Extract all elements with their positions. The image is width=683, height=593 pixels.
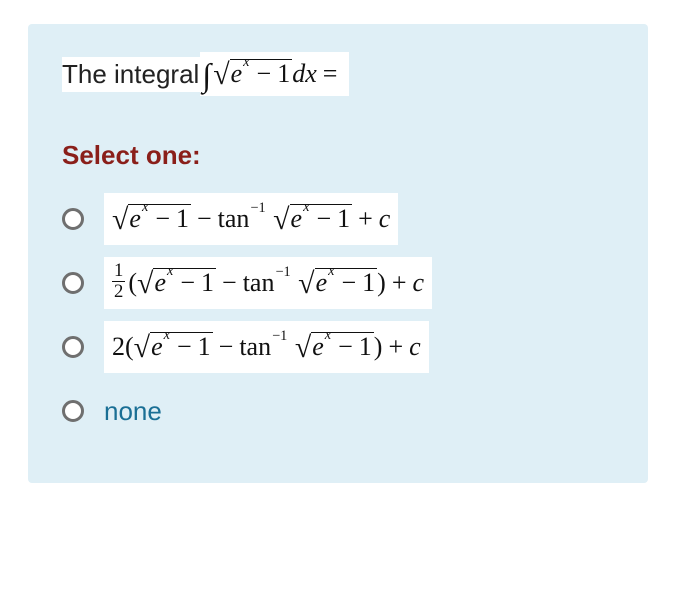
option-c-content: 2 ( √ e x − 1 − tan −1 √ e — [104, 321, 429, 373]
exp-x: x — [243, 55, 249, 71]
e: e — [291, 205, 303, 234]
option-d[interactable]: none — [62, 379, 614, 443]
e: e — [312, 333, 324, 362]
c: c — [413, 268, 425, 298]
minus: − — [219, 332, 234, 362]
option-b-math: 1 2 ( √ e x − 1 − tan −1 — [112, 263, 424, 302]
tan: tan — [239, 332, 271, 362]
equals: = — [323, 59, 338, 89]
rparen: ) — [374, 332, 383, 362]
x: x — [303, 200, 309, 216]
one: 1 — [201, 269, 214, 298]
minus: − — [338, 333, 353, 362]
minus: − — [155, 205, 170, 234]
stem-math: ∫ √ e x − 1 d x = — [200, 52, 349, 96]
canvas: The integral ∫ √ e x − 1 d x — [0, 0, 683, 593]
minus: − — [316, 205, 331, 234]
var-e: e — [231, 60, 243, 89]
neg1: −1 — [275, 264, 290, 281]
minus: − — [177, 333, 192, 362]
dx-d: d — [292, 59, 305, 89]
integral-expression: ∫ √ e x − 1 d x = — [202, 56, 343, 93]
tan: tan — [243, 268, 275, 298]
rparen: ) — [377, 268, 386, 298]
neg1: −1 — [272, 328, 287, 345]
minus: − — [180, 269, 195, 298]
x: x — [167, 264, 173, 280]
radio-a[interactable] — [62, 208, 84, 230]
minus: − — [222, 268, 237, 298]
option-d-label: none — [104, 396, 162, 427]
plus: + — [388, 332, 403, 362]
option-a-content: √ e x − 1 − tan −1 √ e x − — [104, 193, 398, 245]
minus: − — [197, 204, 212, 234]
e: e — [151, 333, 163, 362]
question-card: The integral ∫ √ e x − 1 d x — [28, 24, 648, 483]
plus: + — [392, 268, 407, 298]
option-a-math: √ e x − 1 − tan −1 √ e x − — [112, 204, 390, 234]
question-stem: The integral ∫ √ e x − 1 d x — [62, 52, 614, 96]
e: e — [316, 269, 328, 298]
dx-x: x — [305, 59, 317, 89]
lparen: ( — [128, 268, 137, 298]
one-half-icon: 1 2 — [112, 262, 125, 301]
neg1: −1 — [250, 200, 265, 217]
one: 1 — [359, 333, 372, 362]
radio-b[interactable] — [62, 272, 84, 294]
c: c — [409, 332, 421, 362]
e: e — [154, 269, 166, 298]
radical-sign-icon: √ — [213, 60, 229, 90]
integral-sign-icon: ∫ — [202, 58, 211, 95]
option-a[interactable]: √ e x − 1 − tan −1 √ e x − — [62, 187, 614, 251]
one: 1 — [362, 269, 375, 298]
tan: tan — [218, 204, 250, 234]
den: 2 — [112, 281, 125, 302]
select-one-prompt: Select one: — [62, 140, 614, 171]
num: 1 — [112, 262, 125, 281]
x: x — [328, 264, 334, 280]
options-list: √ e x − 1 − tan −1 √ e x − — [62, 187, 614, 443]
option-b[interactable]: 1 2 ( √ e x − 1 − tan −1 — [62, 251, 614, 315]
option-c[interactable]: 2 ( √ e x − 1 − tan −1 √ e — [62, 315, 614, 379]
one: 1 — [277, 60, 290, 89]
x: x — [142, 200, 148, 216]
e: e — [129, 205, 141, 234]
radical: √ e x − 1 — [213, 59, 292, 89]
option-c-math: 2 ( √ e x − 1 − tan −1 √ e — [112, 332, 421, 362]
radicand: e x − 1 — [230, 59, 293, 89]
option-b-content: 1 2 ( √ e x − 1 − tan −1 — [104, 257, 432, 309]
minus: − — [341, 269, 356, 298]
radio-d[interactable] — [62, 400, 84, 422]
stem-lead-text: The integral — [62, 57, 200, 92]
coef-2: 2 — [112, 332, 125, 362]
minus: − — [257, 60, 272, 89]
one: 1 — [198, 333, 211, 362]
x: x — [164, 328, 170, 344]
one: 1 — [176, 205, 189, 234]
x: x — [325, 328, 331, 344]
one: 1 — [337, 205, 350, 234]
lparen: ( — [125, 332, 134, 362]
c: c — [379, 204, 391, 234]
plus: + — [358, 204, 373, 234]
radio-c[interactable] — [62, 336, 84, 358]
